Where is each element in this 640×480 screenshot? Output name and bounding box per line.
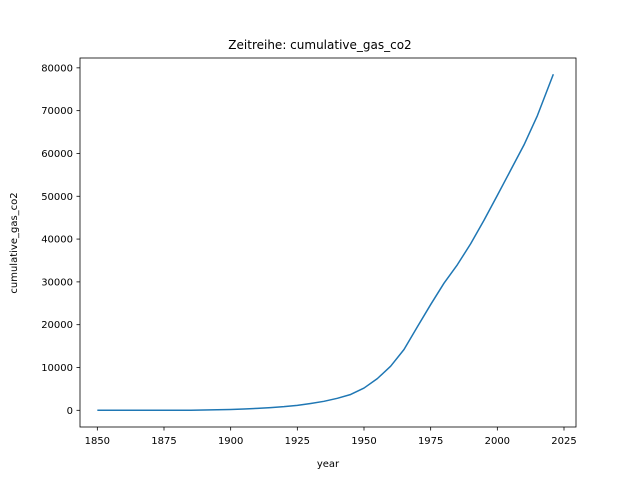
y-tick-label: 50000 (41, 192, 73, 203)
y-tick-label: 70000 (41, 106, 73, 117)
y-tick-label: 0 (67, 406, 73, 417)
y-tick-label: 80000 (41, 63, 73, 74)
x-tick-label: 1850 (85, 436, 110, 447)
y-tick-label: 10000 (41, 363, 73, 374)
y-tick-label: 60000 (41, 149, 73, 160)
y-axis-label: cumulative_gas_co2 (9, 192, 20, 293)
y-tick-label: 30000 (41, 277, 73, 288)
x-tick-label: 1875 (151, 436, 176, 447)
plot-area: 1850 1875 1900 1925 1950 1975 2000 2025 0 10000 20… (41, 57, 577, 447)
series-line-0 (97, 74, 555, 412)
x-tick-label: 2000 (485, 436, 510, 447)
x-tick-label: 1975 (418, 436, 443, 447)
x-tick-label: 1900 (218, 436, 243, 447)
axes-frame (79, 57, 577, 428)
x-tick-label: 1950 (351, 436, 376, 447)
y-tick-label: 40000 (41, 235, 73, 246)
x-tick-label: 1925 (285, 436, 310, 447)
chart-title: Zeitreihe: cumulative_gas_co2 (228, 38, 411, 52)
x-tick-label: 2025 (551, 436, 576, 447)
y-tick-label: 20000 (41, 320, 73, 331)
x-axis-label: year (317, 459, 340, 470)
